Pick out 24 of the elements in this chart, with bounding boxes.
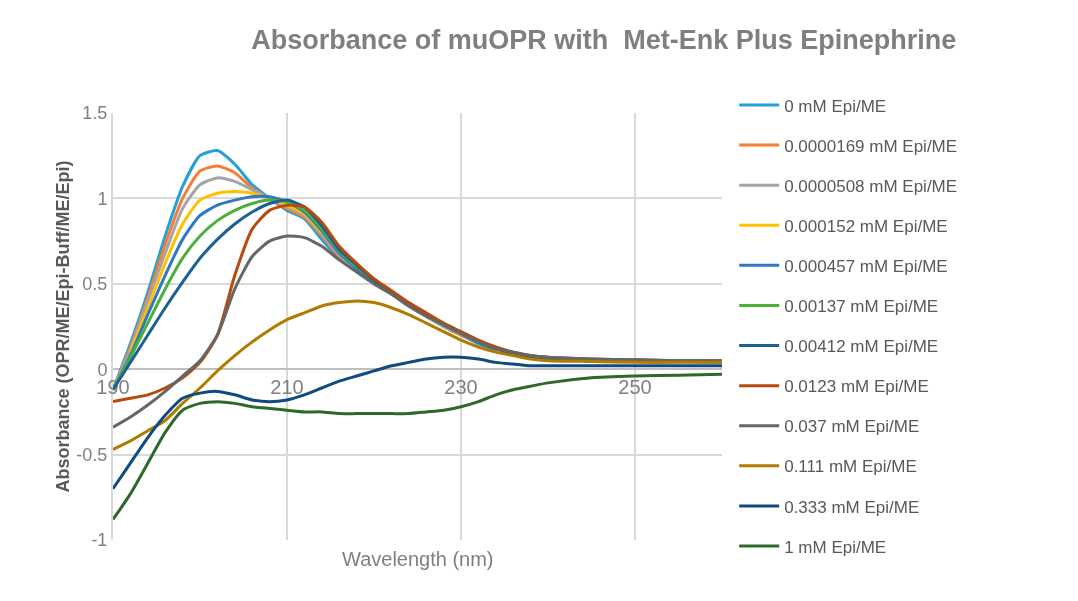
y-tick-label: 0 [97,359,108,380]
y-axis-title: Absorbance (OPR/ME/Epi-Buff/ME/Epi) [53,160,74,493]
y-tick-label: -0.5 [76,444,108,465]
legend-label: 0.0123 mM Epi/ME [784,377,929,397]
y-tick-label: 1.5 [82,103,108,124]
y-tick-label: -1 [91,530,108,551]
legend-label: 0.333 mM Epi/ME [784,497,920,517]
y-tick-label: 0.5 [82,274,108,295]
legend-label: 0.000152 mM Epi/ME [784,216,948,236]
legend-label: 0.0000169 mM Epi/ME [784,136,958,156]
legend-label: 0.00137 mM Epi/ME [784,297,939,317]
legend-label: 0.037 mM Epi/ME [784,417,920,437]
legend-label: 1 mM Epi/ME [784,537,887,557]
legend-label: 0.0000508 mM Epi/ME [784,176,958,196]
legend-label: 0 mM Epi/ME [784,96,887,116]
legend-label: 0.00412 mM Epi/ME [784,337,939,357]
x-tick-label: 250 [618,376,652,399]
chart-title: Absorbance of muOPR with Met-Enk Plus Epinephrine [251,24,957,55]
y-tick-label: 1 [97,188,108,209]
legend-label: 0.111 mM Epi/ME [784,457,917,477]
legend-label: 0.000457 mM Epi/ME [784,256,948,276]
x-tick-label: 210 [270,376,304,399]
x-axis-title: Wavelength (nm) [342,548,494,570]
x-tick-label: 230 [444,376,478,399]
